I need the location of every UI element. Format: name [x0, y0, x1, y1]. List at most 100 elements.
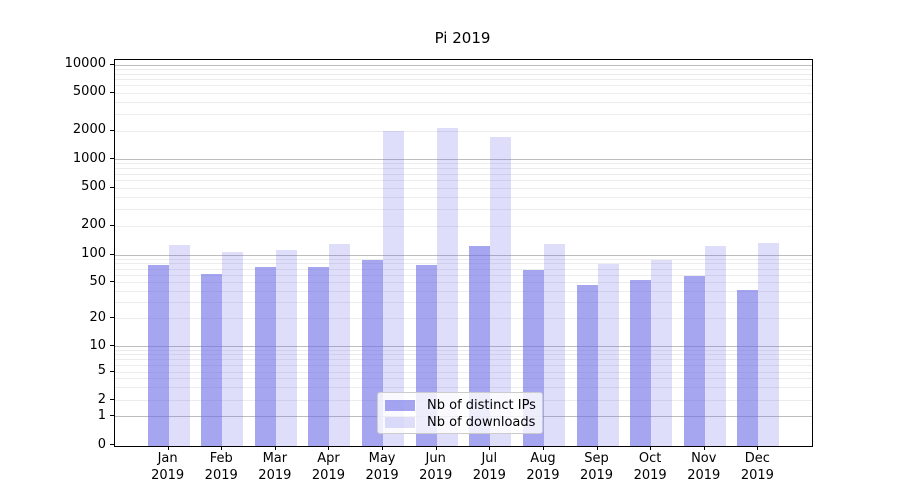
y-tick-label-20: 20: [89, 309, 106, 325]
plot-area: [114, 59, 813, 447]
y-tick-mark-10: [110, 345, 114, 346]
gridline-minor: [115, 187, 812, 189]
gridline-minor: [115, 364, 812, 366]
gridline-minor: [115, 130, 812, 132]
x-tick-mark-nov: [703, 446, 705, 450]
gridline-minor: [115, 113, 812, 115]
gridline-minor: [115, 85, 812, 87]
y-tick-mark-1: [110, 415, 114, 416]
bar-downloads-mar: [275, 250, 297, 446]
legend-swatch-downloads: [385, 417, 415, 428]
legend-swatch-distinct-ips: [385, 400, 415, 411]
x-tick-mark-jun: [435, 446, 437, 450]
gridline-minor: [115, 173, 812, 175]
legend: Nb of distinct IPs Nb of downloads: [377, 392, 543, 434]
bar-downloads-dec: [758, 243, 780, 446]
y-tick-label-50: 50: [89, 273, 106, 289]
gridline-minor: [115, 371, 812, 373]
bar-distinct-ips-mar: [254, 266, 276, 446]
gridline-minor: [115, 354, 812, 356]
y-tick-label-1: 1: [97, 407, 106, 423]
gridline-major: [115, 254, 812, 256]
bar-downloads-aug: [543, 243, 565, 446]
x-tick-label-apr: Apr 2019: [311, 451, 345, 483]
y-tick-mark-5: [110, 370, 114, 372]
gridline-minor: [115, 73, 812, 75]
y-tick-label-1000: 1000: [72, 150, 106, 166]
y-tick-label-2000: 2000: [72, 122, 106, 138]
gridline-minor: [115, 102, 812, 104]
gridline-major: [115, 159, 812, 160]
x-tick-label-feb: Feb 2019: [204, 451, 238, 483]
gridline-major: [115, 346, 812, 347]
bar-distinct-ips-feb: [201, 274, 223, 446]
x-tick-mark-jul: [489, 446, 491, 450]
x-tick-label-may: May 2019: [365, 451, 399, 483]
chart-title: Pi 2019: [434, 29, 491, 47]
gridline-minor: [115, 274, 812, 276]
bar-downloads-nov: [704, 246, 726, 446]
gridline-minor: [115, 268, 812, 270]
gridline-minor: [115, 302, 812, 304]
legend-item-distinct-ips: Nb of distinct IPs: [378, 397, 542, 414]
legend-item-downloads: Nb of downloads: [378, 414, 542, 431]
gridline-minor: [115, 197, 812, 198]
y-tick-label-5000: 5000: [72, 84, 106, 100]
y-tick-mark-50: [110, 281, 114, 283]
gridline-minor: [115, 349, 812, 351]
gridline-minor: [115, 359, 812, 361]
x-tick-label-dec: Dec 2019: [740, 451, 774, 483]
y-tick-label-200: 200: [81, 217, 106, 233]
x-tick-mark-aug: [542, 446, 544, 450]
gridline-minor: [115, 290, 812, 292]
gridline-minor: [115, 378, 812, 380]
x-tick-mark-oct: [650, 446, 652, 450]
bar-downloads-may: [383, 131, 405, 446]
gridline-minor: [115, 282, 812, 284]
x-tick-label-jul: Jul 2019: [472, 451, 506, 483]
y-tick-mark-0: [110, 444, 114, 445]
y-tick-label-5: 5: [97, 363, 106, 378]
gridline-minor: [115, 180, 812, 182]
bar-downloads-jan: [168, 244, 190, 446]
x-tick-mark-feb: [221, 446, 223, 450]
y-tick-mark-100: [110, 253, 114, 255]
y-tick-label-0: 0: [97, 436, 106, 452]
y-tick-mark-1000: [110, 158, 114, 159]
bar-distinct-ips-sep: [576, 285, 598, 446]
bar-distinct-ips-jan: [147, 264, 169, 446]
bar-downloads-jun: [436, 127, 458, 446]
gridline-minor: [115, 79, 812, 81]
x-tick-label-jun: Jun 2019: [419, 451, 453, 483]
x-tick-label-mar: Mar 2019: [258, 451, 292, 483]
y-tick-mark-2000: [110, 129, 114, 131]
gridline-minor: [115, 168, 812, 170]
bar-distinct-ips-nov: [683, 275, 705, 446]
x-tick-label-oct: Oct 2019: [633, 451, 667, 483]
gridline-minor: [115, 163, 812, 165]
gridline-minor: [115, 318, 812, 320]
x-tick-mark-apr: [328, 446, 330, 450]
x-tick-mark-sep: [596, 446, 598, 450]
y-tick-mark-5000: [110, 91, 114, 93]
bar-distinct-ips-oct: [630, 280, 652, 446]
gridline-minor: [115, 68, 812, 70]
bar-downloads-oct: [651, 260, 673, 446]
gridline-minor: [115, 92, 812, 94]
bar-downloads-feb: [222, 251, 244, 446]
y-tick-label-2: 2: [97, 391, 106, 407]
bar-downloads-sep: [597, 264, 619, 446]
x-tick-label-sep: Sep 2019: [579, 451, 614, 483]
bar-distinct-ips-apr: [308, 266, 330, 446]
x-tick-label-aug: Aug 2019: [526, 451, 560, 483]
y-tick-mark-20: [110, 317, 114, 319]
y-tick-mark-2: [110, 399, 114, 400]
x-tick-mark-dec: [757, 446, 759, 450]
gridline-minor: [115, 225, 812, 227]
legend-label-downloads: Nb of downloads: [427, 415, 536, 430]
x-tick-label-jan: Jan 2019: [151, 451, 185, 483]
bar-distinct-ips-dec: [737, 290, 759, 446]
x-tick-mark-mar: [274, 446, 276, 450]
gridline-minor: [115, 258, 812, 260]
